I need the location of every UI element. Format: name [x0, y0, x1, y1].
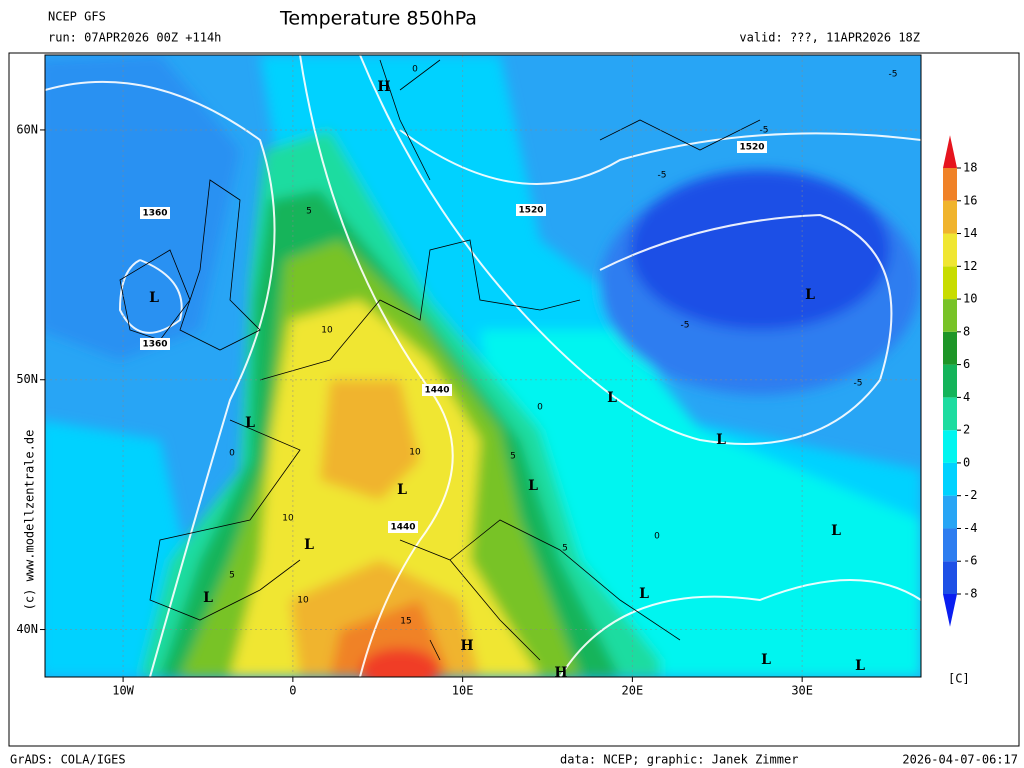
graticule [45, 55, 921, 677]
colorbar-band [943, 561, 957, 594]
contour-label: 10 [321, 326, 333, 336]
pressure-center: H [554, 665, 567, 681]
contour-label-box [422, 384, 452, 396]
timestamp: 2026-04-07-06:17 [902, 753, 1018, 767]
colorbar-band [943, 462, 957, 496]
colorbar-unit: [C] [948, 672, 970, 686]
contour-label: 1520 [518, 206, 543, 216]
contour-label: -5 [889, 70, 898, 80]
colorbar-label: -8 [963, 587, 977, 601]
contour-label: -5 [760, 126, 769, 136]
contour-label: -5 [854, 379, 863, 389]
pressure-center: L [761, 652, 771, 668]
colorbar-label: 16 [963, 193, 977, 207]
map-field [45, 55, 921, 677]
x-tick-label: 20E [622, 684, 644, 698]
colorbar-band [943, 430, 957, 463]
contour-label: -5 [658, 171, 667, 181]
pressure-center: L [304, 537, 314, 553]
pressure-center: L [149, 290, 159, 306]
credit: (c) www.modellzentrale.de [23, 430, 37, 611]
contour-label: 1360 [142, 340, 167, 350]
colorbar-low [943, 594, 957, 627]
run: run: 07APR2026 00Z +114h [48, 31, 221, 45]
pressure-center: L [528, 478, 538, 494]
source: data: NCEP; graphic: Janek Zimmer [560, 753, 798, 767]
grads: GrADS: COLA/IGES [10, 753, 126, 767]
colorbar-label: 2 [963, 423, 970, 437]
contour-label-box [388, 521, 418, 533]
colorbar-label: -4 [963, 521, 977, 535]
y-tick-label: 60N [16, 122, 38, 136]
colorbar-band [943, 299, 957, 332]
model: NCEP GFS [48, 10, 106, 24]
contour-label-box [516, 204, 546, 216]
title: Temperature 850hPa [279, 8, 477, 30]
contour-label: 5 [229, 571, 235, 581]
contour-label: 10 [282, 514, 294, 524]
y-tick-label: 50N [16, 372, 38, 386]
colorbar-band [943, 495, 957, 529]
contour-label: 1440 [424, 386, 449, 396]
colorbar-band [943, 397, 957, 431]
pressure-center: H [377, 79, 390, 95]
contour-label: 0 [537, 403, 543, 413]
contour-label: 0 [654, 532, 660, 542]
colorbar-label: -2 [963, 488, 977, 502]
colorbar-label: 12 [963, 259, 977, 273]
contour-label: 0 [412, 65, 418, 75]
colorbar-band [943, 266, 957, 300]
contour-label: 10 [297, 596, 309, 606]
contour-label: 5 [306, 207, 312, 217]
colorbar-label: -6 [963, 554, 977, 568]
pressure-center: L [805, 287, 815, 303]
pressure-center: L [716, 432, 726, 448]
pressure-center: L [639, 586, 649, 602]
colorbar-label: 6 [963, 357, 970, 371]
valid: valid: ???, 11APR2026 18Z [739, 31, 920, 45]
x-tick-label: 0 [289, 684, 296, 698]
x-tick-label: 10W [112, 684, 134, 698]
pressure-center: L [831, 523, 841, 539]
colorbar-label: 10 [963, 292, 977, 306]
contour-label-box [140, 338, 170, 350]
contour-label: 1520 [739, 143, 764, 153]
contour-label-box [140, 207, 170, 219]
pressure-center: H [460, 638, 473, 654]
contour-label: 5 [562, 544, 568, 554]
outer-frame [8, 52, 1020, 747]
colorbar-band [943, 331, 957, 365]
colorbar-label: 8 [963, 324, 970, 338]
pressure-center: L [607, 390, 617, 406]
colorbar-band [943, 233, 957, 267]
colorbar-label: 18 [963, 161, 977, 175]
colorbar-band [943, 364, 957, 398]
colorbar-band [943, 168, 957, 201]
contour-label-box [737, 141, 767, 153]
x-tick-label: 10E [452, 684, 474, 698]
y-tick-label: 40N [16, 622, 38, 636]
colorbar-label: 14 [963, 226, 977, 240]
contour-label: -5 [681, 321, 690, 331]
map-frame [44, 54, 922, 678]
colorbar-label: 4 [963, 390, 970, 404]
colorbar-band [943, 528, 957, 562]
contour-label: 10 [409, 448, 421, 458]
colorbar-label: 0 [963, 455, 970, 469]
colorbar-band [943, 200, 957, 234]
contour-label: 1440 [390, 523, 415, 533]
contour-label: 0 [229, 449, 235, 459]
x-tick-label: 30E [791, 684, 813, 698]
pressure-center: L [245, 415, 255, 431]
pressure-center: L [397, 482, 407, 498]
contour-label: 15 [400, 617, 411, 627]
contour-label: 5 [510, 452, 516, 462]
colorbar-high [943, 135, 957, 168]
contour-label: 1360 [142, 209, 167, 219]
pressure-center: L [203, 590, 213, 606]
pressure-center: L [855, 658, 865, 674]
